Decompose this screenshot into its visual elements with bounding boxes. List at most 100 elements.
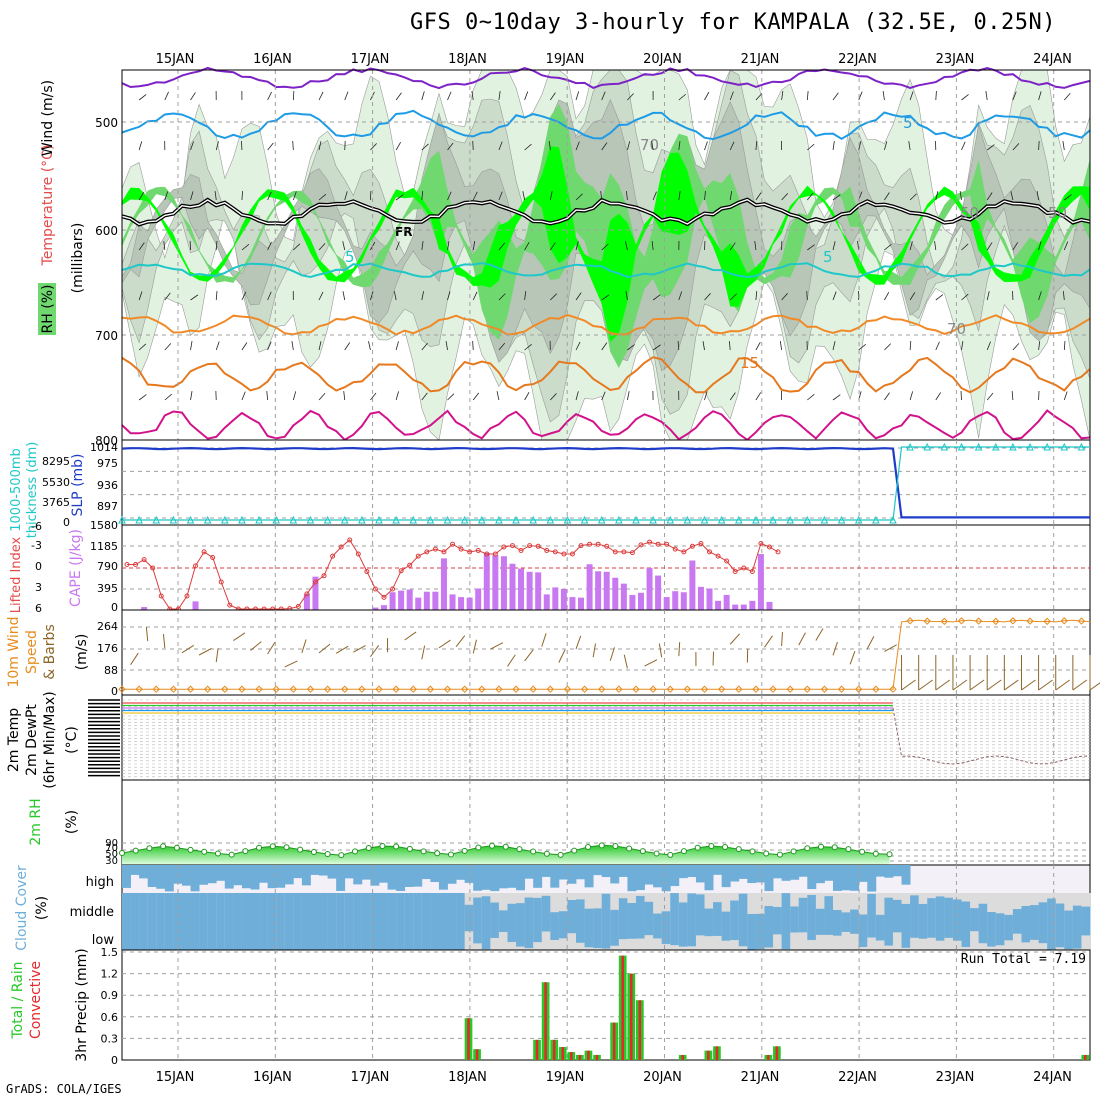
cape-bar (518, 569, 524, 610)
precip-conv-bar (707, 1051, 710, 1060)
precip-conv-bar (544, 982, 547, 1060)
date-label-top: 20JAN (643, 52, 682, 67)
cloud-low-bar (842, 921, 851, 932)
cloud-low-bar (182, 921, 191, 950)
cloud-mid-bar (516, 903, 525, 921)
cape-tick: 1185 (90, 540, 118, 553)
cloud-low-bar (405, 921, 414, 950)
cloud-mid-bar (1056, 904, 1065, 921)
cloud-low-bar (242, 921, 251, 950)
cloud-mid-bar (490, 903, 499, 921)
ylabel-slp: SLP (mb) (70, 453, 86, 516)
cloud-mid-bar (876, 915, 885, 921)
cape-bar (432, 592, 438, 610)
cloud-high-bar (336, 865, 345, 891)
ylabel-cape: CAPE (J/kg) (68, 529, 84, 607)
cloud-low-bar (636, 921, 645, 939)
cloud-high-bar (131, 865, 140, 875)
rh2m-marker (764, 851, 769, 856)
cloud-mid-bar (893, 900, 902, 921)
cloud-mid-bar (250, 893, 259, 921)
rh2m-marker (887, 852, 892, 857)
cloud-mid-bar (927, 898, 936, 921)
cloud-low-bar (927, 921, 936, 938)
cloud-mid-bar (850, 910, 859, 921)
cloud-low-bar (585, 921, 594, 947)
run-total: Run Total = 7.19 (961, 952, 1086, 967)
wind-tick: 264 (97, 620, 118, 633)
ylabel-minmax: (6hr Min/Max) (42, 691, 58, 788)
cloud-high-bar (310, 865, 319, 875)
cloud-high-bar (653, 865, 662, 887)
cloud-high-bar (610, 865, 619, 883)
rh2m-marker (421, 849, 426, 854)
rh2m-marker (325, 851, 330, 856)
cloud-mid-bar (422, 893, 431, 921)
cloud-low-bar (799, 921, 808, 932)
cloud-high-bar (790, 865, 799, 880)
date-label-bottom: 15JAN (156, 1070, 195, 1085)
cloud-low-bar (302, 921, 311, 950)
precip-conv-bar (681, 1055, 684, 1060)
cloud-low-bar (610, 921, 619, 946)
cloud-high-bar (353, 865, 362, 884)
cloud-low-bar (396, 921, 405, 950)
cloud-low-bar (824, 921, 833, 935)
cloud-low-bar (131, 921, 140, 950)
cloud-mid-bar (996, 913, 1005, 921)
cloud-high-bar (379, 865, 388, 883)
cloud-high-bar (567, 865, 576, 884)
cloud-high-bar (645, 865, 654, 885)
date-label-bottom: 22JAN (838, 1070, 877, 1085)
cloud-mid-bar (388, 893, 397, 921)
cloud-mid-bar (567, 900, 576, 921)
cloud-high-bar (764, 865, 773, 891)
cloud-low-bar (448, 921, 457, 950)
cloud-low-bar (593, 921, 602, 948)
cape-bar (698, 587, 704, 610)
cloud-low-bar (336, 921, 345, 950)
cloud-mid-bar (799, 898, 808, 921)
cloud-low-bar (602, 921, 611, 949)
cloud-low-bar (542, 921, 551, 931)
cloud-mid-bar (122, 893, 131, 921)
cape-bar (629, 595, 635, 610)
chart-title: GFS 0~10day 3-hourly for KAMPALA (32.5E,… (410, 10, 1056, 35)
rh2m-marker (791, 849, 796, 854)
cloud-mid-bar (833, 910, 842, 921)
cloud-low-bar (713, 921, 722, 936)
cloud-low-bar (285, 921, 294, 950)
precip-conv-bar (621, 956, 624, 1060)
precip-conv-bar (579, 1055, 582, 1060)
cloud-low-bar (1039, 921, 1048, 943)
rh2m-marker (517, 847, 522, 852)
cape-bar (672, 591, 678, 610)
cloud-mid-bar (713, 902, 722, 921)
cloud-mid-bar (764, 906, 773, 921)
date-label-bottom: 24JAN (1033, 1070, 1072, 1085)
cloud-mid-bar (1081, 907, 1090, 921)
cloud-low-bar (1030, 921, 1039, 940)
cloud-high-bar (165, 865, 174, 891)
cloud-low-bar (902, 921, 911, 948)
cloud-mid-bar (902, 904, 911, 921)
ylabel-thickness: 1000-500mb (9, 448, 24, 532)
cloud-mid-bar (456, 893, 465, 921)
cloud-high-bar (636, 865, 645, 890)
cloud-mid-bar (362, 893, 371, 921)
rh2m-marker (448, 852, 453, 857)
date-label-top: 22JAN (838, 52, 877, 67)
cloud-mid-bar (148, 893, 157, 921)
ylabel-barbs: & Barbs (42, 624, 58, 680)
date-label-top: 15JAN (156, 52, 195, 67)
rh2m-marker (832, 845, 837, 850)
rh2m-marker (243, 849, 248, 854)
date-label-top: 18JAN (448, 52, 487, 67)
cloud-high-bar (191, 865, 200, 891)
cloud-low-bar (370, 921, 379, 950)
cloud-low-bar (884, 921, 893, 946)
cloud-low-bar (807, 921, 816, 940)
cape-bar (655, 576, 661, 610)
rh2m-marker (462, 848, 467, 853)
thickness-tick: 3765 (42, 496, 70, 509)
